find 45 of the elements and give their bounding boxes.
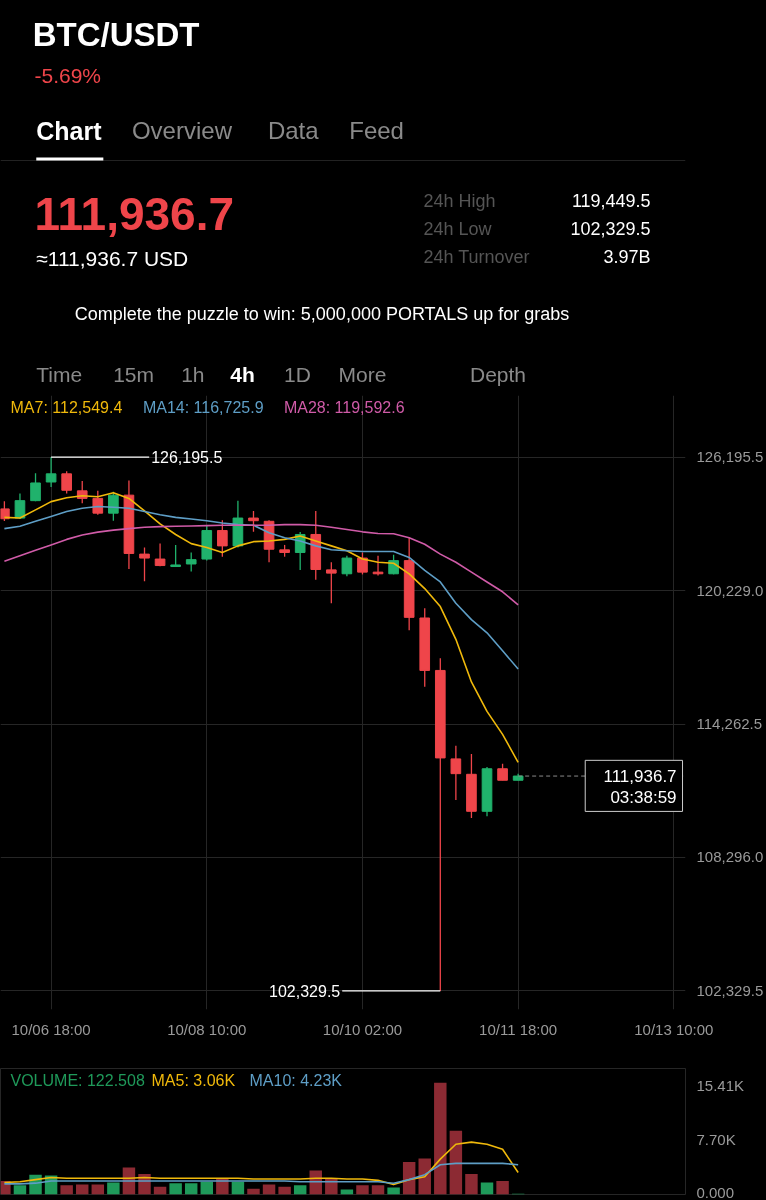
text: MA5: 3.06K — [151, 1071, 236, 1089]
x-tick-label: 10/06 18:00 — [11, 1020, 91, 1038]
x-tick-label: 10/10 02:00 — [322, 1020, 403, 1038]
text: 1h — [181, 363, 205, 386]
y-tick-label: 0.000 — [696, 1183, 735, 1200]
x-tick-label: 10/11 18:00 — [479, 1020, 558, 1038]
y-tick-label: 120,229.0 — [696, 581, 764, 599]
y-tick-label: 114,262.5 — [696, 715, 763, 733]
y-tick-label: 108,296.0 — [696, 848, 764, 866]
x-tick-label: 10/08 10:00 — [167, 1020, 247, 1038]
annotation: 126,195.5 — [151, 449, 223, 467]
text: 3.97B — [603, 246, 651, 267]
text: MA14: 116,725.9 — [142, 398, 264, 416]
text: ≈111,936.7 USD — [36, 247, 189, 270]
text: 24h High — [423, 190, 496, 211]
text: 4h — [230, 363, 255, 386]
chart-title: BTC/USDT — [32, 16, 200, 53]
text: More — [338, 363, 387, 386]
text: Data — [267, 117, 320, 144]
text: 15m — [113, 363, 155, 386]
annotation: 03:38:59 — [610, 788, 677, 808]
ref-line-label: 111,936.7 — [603, 767, 677, 787]
text: Chart — [36, 116, 103, 145]
text: Overview — [131, 117, 233, 144]
x-tick-label: 10/13 10:00 — [634, 1020, 714, 1038]
chart-subtitle: -5.69% — [34, 64, 102, 87]
text: MA7: 112,549.4 — [10, 398, 123, 416]
y-tick-label: 102,329.5 — [696, 981, 764, 999]
text: Complete the puzzle to win: 5,000,000 PORTALS up for grabs — [74, 303, 570, 324]
text: 1D — [283, 363, 311, 386]
text: Time — [36, 363, 83, 386]
text: 111,936.7 — [34, 187, 235, 240]
text: 24h Turnover — [423, 246, 530, 267]
text: VOLUME: 122.508 — [10, 1071, 145, 1089]
text: Feed — [349, 117, 404, 144]
y-tick-label: 15.41K — [696, 1076, 745, 1094]
y-tick-label: 7.70K — [696, 1131, 736, 1149]
annotation: 102,329.5 — [269, 982, 341, 1000]
text: MA10: 4.23K — [249, 1071, 343, 1089]
text: 119,449.5 — [571, 191, 651, 211]
text: Depth — [469, 363, 527, 386]
text: MA28: 119,592.6 — [283, 398, 405, 416]
y-tick-label: 126,195.5 — [696, 448, 764, 466]
text: 102,329.5 — [570, 219, 651, 239]
text: 24h Low — [423, 218, 493, 239]
